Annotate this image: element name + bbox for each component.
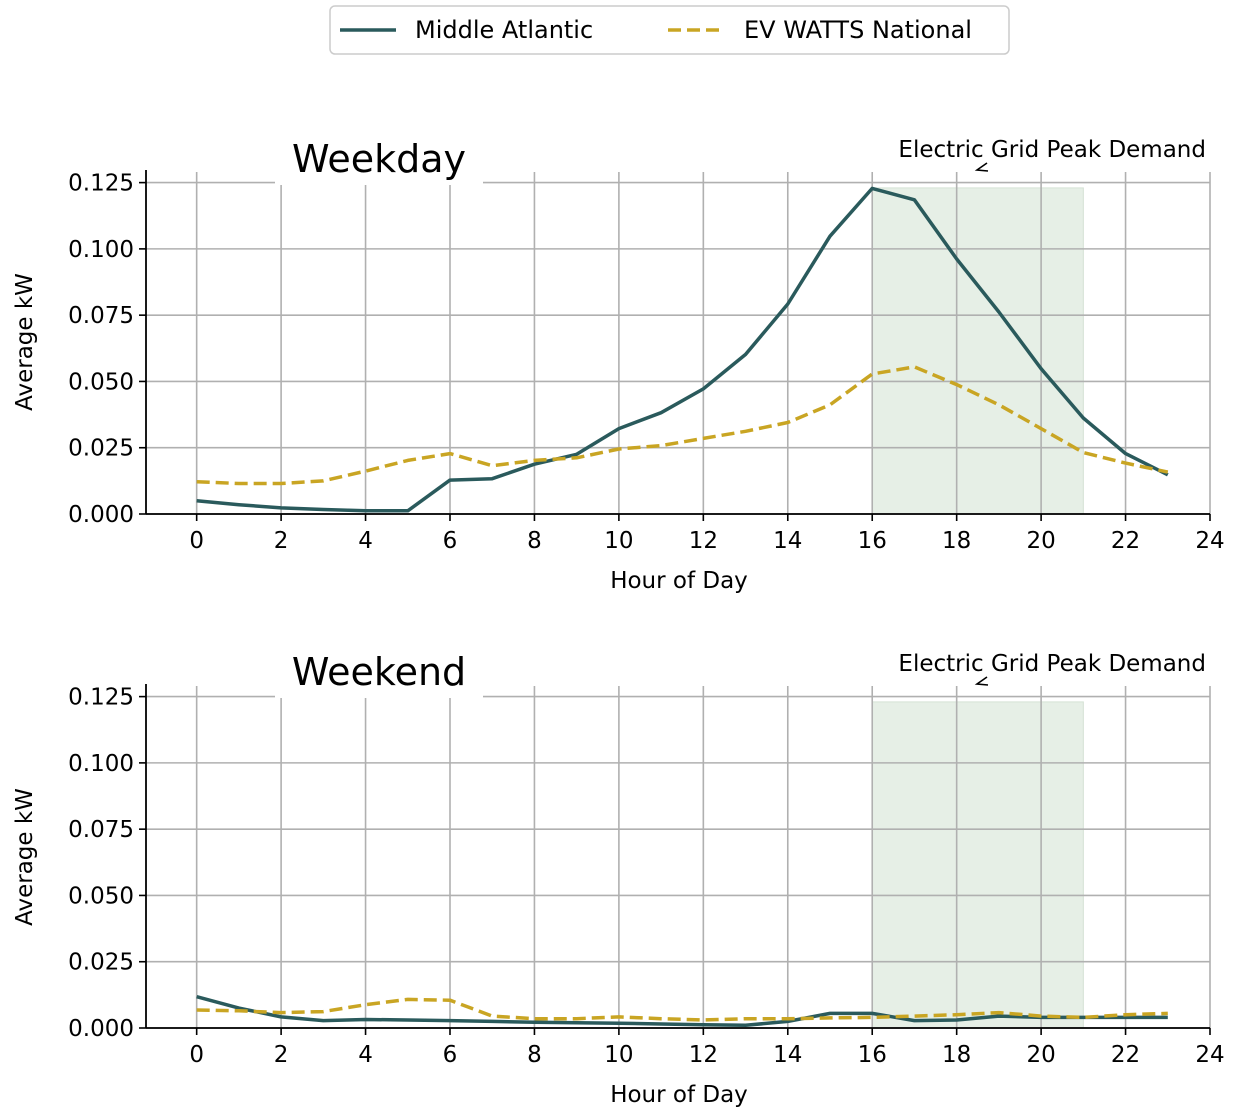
weekday-series-middle-atlantic-line [196,186,1169,513]
weekday-x-tick-label: 14 [773,528,802,554]
weekday-peak-demand-region [871,187,1084,515]
weekend-x-tick-label: 24 [1195,1042,1224,1068]
weekend-x-axis-label: Hour of Day [610,1082,748,1108]
weekday-y-tick-label: 0.000 [68,502,134,528]
weekend-x-tick-label: 10 [604,1042,633,1068]
weekday-y-tick-label: 0.100 [68,237,134,263]
weekend-y-tick-label: 0.025 [68,950,134,976]
weekend-x-tick-label: 0 [189,1042,204,1068]
weekend-series-ev-watts-national-line [196,997,1168,1022]
weekend-y-tick-label: 0.125 [68,685,134,711]
weekday-y-axis-label: Average kW [12,273,38,411]
weekend-x-tick-label: 8 [527,1042,542,1068]
weekday-x-tick-label: 0 [189,528,204,554]
weekend-peak-demand-annotation: Electric Grid Peak Demand [898,651,1206,677]
weekend-x-tick-label: 18 [942,1042,971,1068]
weekday-tick-labels: 0 2 4 6 8 10 12 14 16 18 20 22 240.0000.0250.0500.07… [68,171,1225,554]
weekday-series [196,186,1169,513]
weekend-y-tick-label: 0.100 [68,751,134,777]
weekday-axes [145,170,1210,515]
weekend-y-tick-label: 0.000 [68,1016,134,1042]
weekend-tick-labels: 0 2 4 6 8 10 12 14 16 18 20 22 240.0000.0250.0500.07… [68,685,1225,1068]
legend: Middle Atlantic EV WATTS National [329,5,1010,55]
weekday-y-tick-label: 0.050 [68,369,134,395]
weekday-x-tick-label: 4 [358,528,373,554]
weekday-x-tick-label: 2 [274,528,289,554]
weekend-series-middle-atlantic-line [196,995,1168,1028]
legend-label-ev-watts-national: EV WATTS National [744,16,972,44]
weekday-x-tick-label: 18 [942,528,971,554]
weekend-y-axis-label: Average kW [12,788,38,926]
weekday-x-tick-label: 20 [1026,528,1055,554]
weekday-x-tick-label: 24 [1195,528,1224,554]
weekday-x-tick-label: 12 [689,528,718,554]
weekday-peak-demand-shade-layer [871,187,1084,515]
weekday-x-tick-label: 6 [443,528,458,554]
weekend-x-tick-label: 4 [358,1042,373,1068]
legend-label-middle-atlantic: Middle Atlantic [415,16,593,44]
weekday-x-tick-label: 22 [1111,528,1140,554]
weekend-x-tick-label: 16 [858,1042,887,1068]
weekend-x-tick-label: 22 [1111,1042,1140,1068]
weekday-annotation-arrow-icon [974,162,989,172]
weekend-title-background [275,648,483,698]
weekday-title: Weekday [292,137,466,181]
weekday-y-tick-label: 0.025 [68,436,134,462]
weekend-peak-demand-region [871,701,1084,1029]
weekend-series [196,995,1168,1028]
weekend-x-tick-label: 12 [689,1042,718,1068]
weekend-x-tick-label: 2 [274,1042,289,1068]
weekend-title: Weekend [292,650,466,694]
weekend-y-tick-label: 0.050 [68,883,134,909]
weekday-x-tick-label: 8 [527,528,542,554]
weekday-series-ev-watts-national-line [196,365,1169,486]
weekday-y-tick-label: 0.075 [68,303,134,329]
weekday-title-background [275,135,483,185]
weekday-peak-demand-annotation: Electric Grid Peak Demand [898,137,1206,163]
weekday-x-tick-label: 10 [604,528,633,554]
weekend-axes [145,684,1210,1029]
weekend-x-tick-label: 6 [443,1042,458,1068]
weekend-x-tick-label: 20 [1026,1042,1055,1068]
weekday-x-tick-label: 16 [858,528,887,554]
weekend-y-tick-label: 0.075 [68,817,134,843]
weekday-x-axis-label: Hour of Day [610,568,748,594]
weekday-y-tick-label: 0.125 [68,171,134,197]
weekend-x-tick-label: 14 [773,1042,802,1068]
weekend-annotation-arrow-icon [974,676,989,686]
weekend-peak-demand-shade-layer [871,701,1084,1029]
